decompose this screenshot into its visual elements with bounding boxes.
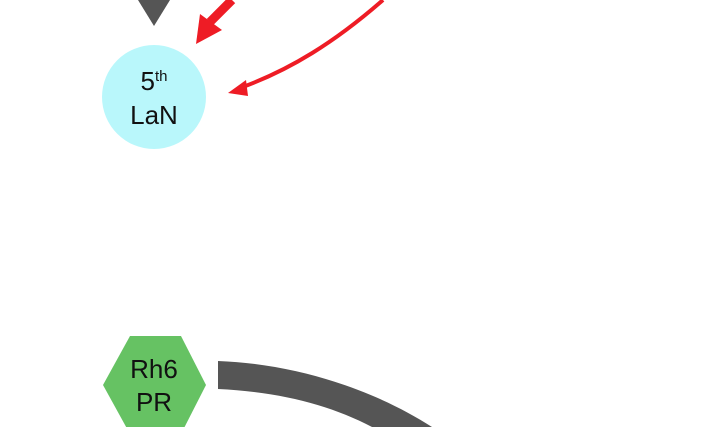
rh6-node[interactable] [103, 336, 206, 427]
red-arrowhead-thick [196, 14, 222, 44]
red-edge-curved [239, 0, 385, 90]
lan-node[interactable] [102, 45, 206, 149]
lan-superscript: th [155, 68, 168, 85]
red-edge-thick [206, 0, 236, 26]
svg-text:5th: 5th [141, 66, 168, 96]
red-arrowhead-curved [228, 80, 248, 96]
gray-arrowhead-into-lan [138, 0, 170, 26]
gray-edge-from-rh6 [218, 361, 432, 427]
rh6-line2: PR [136, 387, 172, 417]
lan-name: LaN [130, 100, 178, 130]
lan-number: 5 [141, 66, 155, 96]
rh6-line1: Rh6 [130, 354, 178, 384]
